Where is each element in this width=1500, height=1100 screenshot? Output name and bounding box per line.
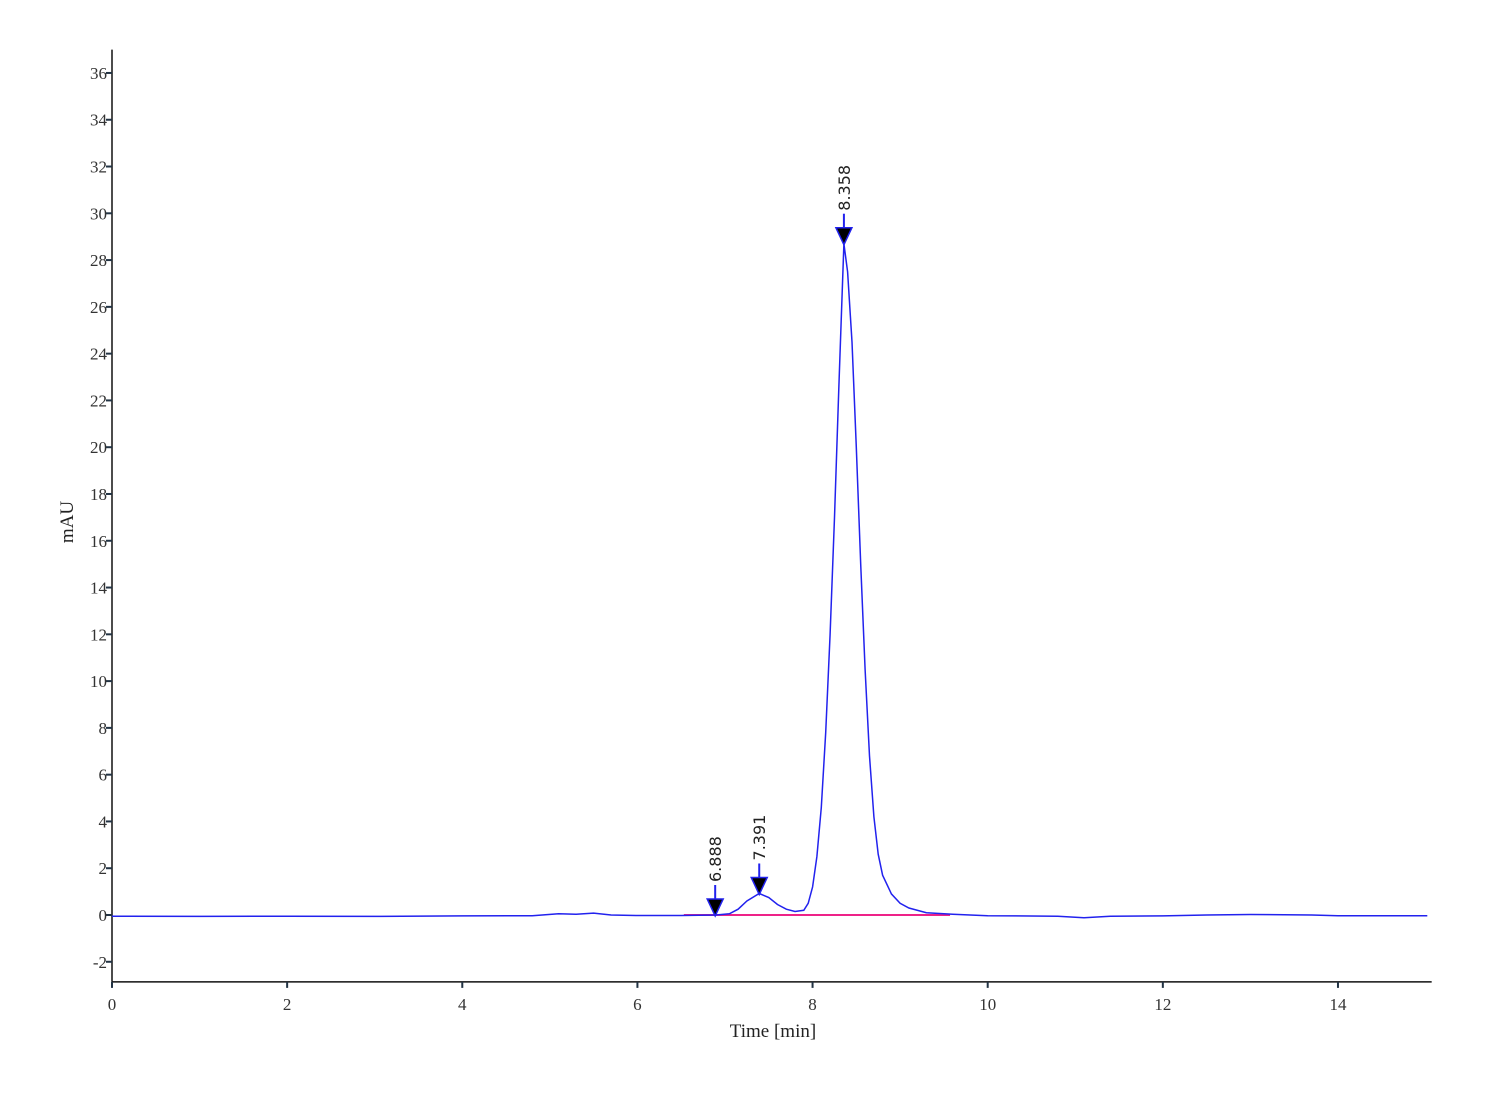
peak-marker-arrow [834,226,854,247]
y-tick-label: 12 [90,625,107,644]
y-tick-label: 22 [90,391,107,410]
y-tick-label: 8 [99,719,108,738]
y-tick-label: 20 [90,438,107,457]
x-tick-label: 0 [108,995,117,1014]
y-tick-label: 0 [99,906,108,925]
y-tick-label: 10 [90,672,107,691]
y-axis-label: mAU [57,501,78,544]
peak-marker-arrow [706,898,725,918]
plot-area: 6.888 7.391 8.358 [111,165,1428,919]
y-tick-label: 24 [90,345,108,364]
y-tick-label: -2 [93,953,107,972]
y-tick-label: 26 [90,298,107,317]
y-tick-label: 32 [90,158,107,177]
y-tick-label: 28 [90,251,107,270]
x-tick-label: 14 [1329,995,1347,1014]
y-tick-label: 14 [90,579,108,598]
peak-marker-arrow [750,876,769,897]
y-tick-label: 34 [90,111,108,130]
x-tick-label: 12 [1154,995,1171,1014]
y-tick-label: 4 [99,812,108,831]
y-tick-label: 36 [90,64,107,83]
y-tick-label: 6 [99,766,108,785]
x-tick-label: 2 [283,995,292,1014]
y-tick-label: 2 [99,859,108,878]
y-tick-label: 18 [90,485,107,504]
y-tick-label: 30 [90,204,107,223]
x-tick-label: 10 [979,995,996,1014]
chromatogram-trace [111,243,1428,919]
x-tick-label: 8 [808,995,817,1014]
x-axis-label: Time [min] [730,1021,816,1042]
x-tick-label: 6 [633,995,642,1014]
x-tick-label: 4 [458,995,467,1014]
peak-label: 6.888 [706,836,725,882]
y-tick-label: 16 [90,532,107,551]
peak-label: 8.358 [835,165,854,211]
peak-label: 7.391 [750,815,769,861]
